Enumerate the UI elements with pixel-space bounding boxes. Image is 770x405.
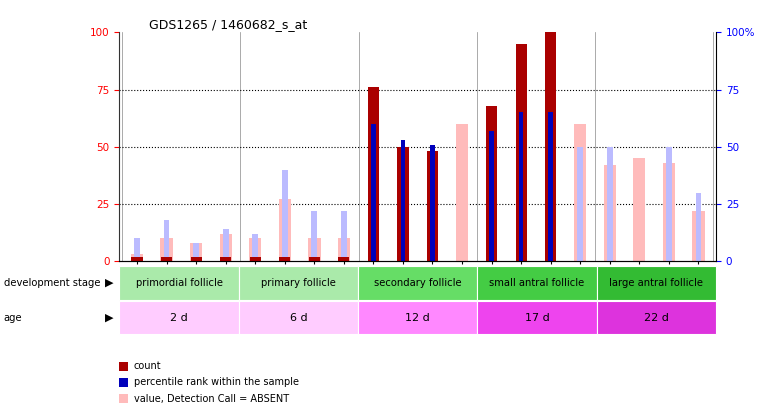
Text: GDS1265 / 1460682_s_at: GDS1265 / 1460682_s_at: [149, 18, 307, 31]
Bar: [358, 301, 477, 334]
Text: age: age: [4, 313, 22, 322]
Bar: [119, 301, 239, 334]
Bar: [427, 151, 438, 261]
Bar: [341, 211, 346, 261]
Bar: [604, 165, 616, 261]
Bar: [308, 238, 320, 261]
Bar: [249, 238, 262, 261]
Text: primordial follicle: primordial follicle: [136, 278, 223, 288]
Bar: [131, 254, 143, 261]
Text: count: count: [134, 361, 162, 371]
Bar: [161, 257, 172, 261]
Bar: [397, 147, 409, 261]
Bar: [164, 220, 169, 261]
Bar: [607, 147, 613, 261]
Bar: [477, 266, 597, 300]
Bar: [132, 257, 142, 261]
Bar: [190, 257, 202, 261]
Bar: [280, 257, 290, 261]
Bar: [358, 266, 477, 300]
Text: 6 d: 6 d: [290, 313, 307, 322]
Bar: [279, 199, 291, 261]
Bar: [663, 163, 675, 261]
Bar: [220, 257, 231, 261]
Bar: [190, 243, 203, 261]
Text: value, Detection Call = ABSENT: value, Detection Call = ABSENT: [134, 394, 289, 403]
Text: 17 d: 17 d: [524, 313, 550, 322]
Bar: [456, 124, 468, 261]
Bar: [477, 301, 597, 334]
Text: small antral follicle: small antral follicle: [490, 278, 584, 288]
Bar: [193, 243, 199, 261]
Bar: [430, 145, 435, 261]
Bar: [338, 257, 350, 261]
Bar: [692, 211, 705, 261]
Bar: [400, 140, 405, 261]
Bar: [578, 147, 583, 261]
Bar: [371, 124, 376, 261]
Bar: [312, 211, 317, 261]
Text: ▶: ▶: [105, 313, 114, 322]
Text: secondary follicle: secondary follicle: [374, 278, 461, 288]
Bar: [633, 158, 645, 261]
Bar: [515, 44, 527, 261]
Bar: [574, 124, 587, 261]
Bar: [239, 266, 358, 300]
Text: development stage: development stage: [4, 278, 100, 288]
Text: 12 d: 12 d: [405, 313, 430, 322]
Bar: [134, 238, 140, 261]
Text: ▶: ▶: [105, 278, 114, 288]
Bar: [160, 238, 172, 261]
Bar: [695, 193, 701, 261]
Bar: [368, 87, 379, 261]
Bar: [545, 32, 556, 261]
Bar: [489, 131, 494, 261]
Text: 2 d: 2 d: [170, 313, 188, 322]
Bar: [597, 266, 716, 300]
Bar: [223, 229, 229, 261]
Text: 22 d: 22 d: [644, 313, 669, 322]
Bar: [249, 257, 261, 261]
Bar: [338, 238, 350, 261]
Bar: [597, 301, 716, 334]
Bar: [239, 301, 358, 334]
Bar: [253, 234, 258, 261]
Text: percentile rank within the sample: percentile rank within the sample: [134, 377, 299, 387]
Text: primary follicle: primary follicle: [261, 278, 336, 288]
Bar: [309, 257, 320, 261]
Bar: [548, 113, 553, 261]
Bar: [119, 266, 239, 300]
Text: large antral follicle: large antral follicle: [609, 278, 704, 288]
Bar: [486, 106, 497, 261]
Bar: [666, 147, 671, 261]
Bar: [519, 113, 524, 261]
Bar: [219, 234, 232, 261]
Bar: [282, 170, 288, 261]
